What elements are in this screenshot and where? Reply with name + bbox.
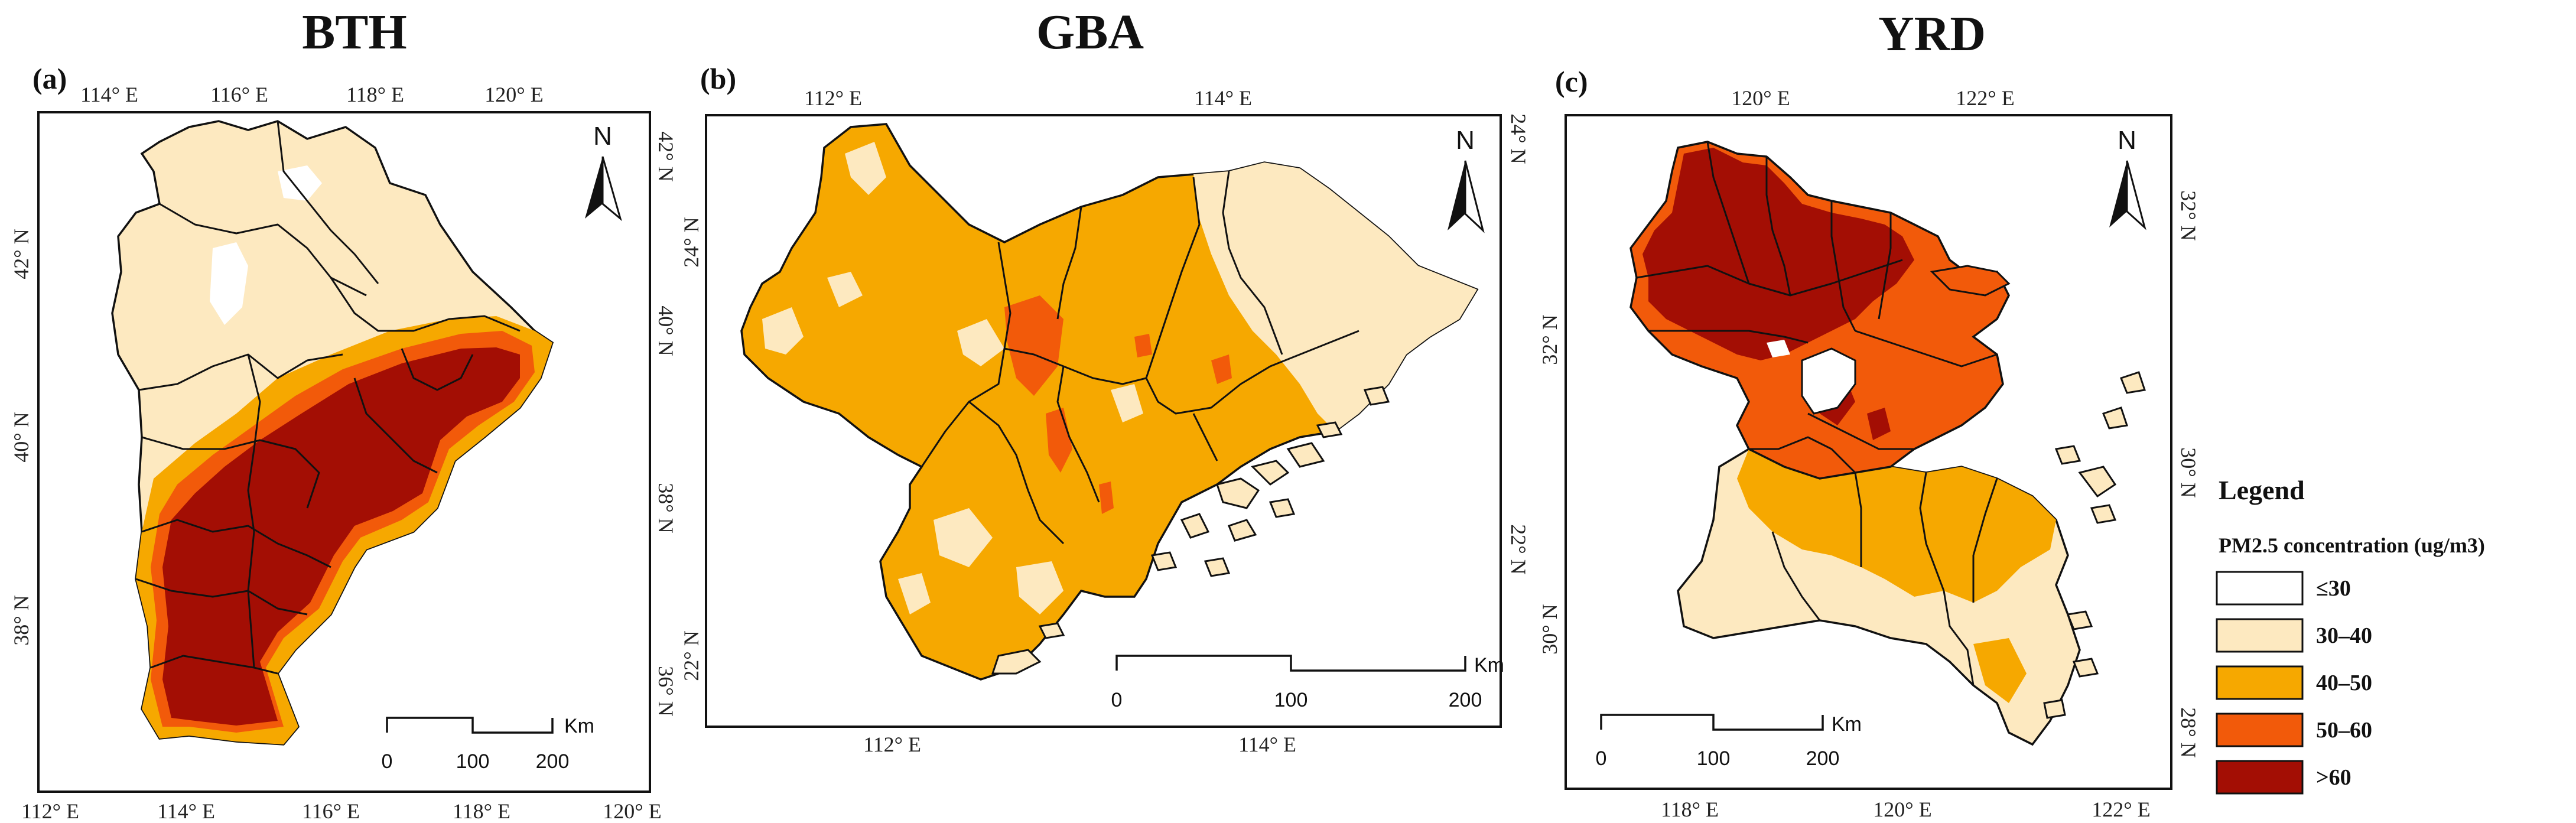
legend-label: 50–60 — [2316, 718, 2372, 743]
north-label: N — [2118, 126, 2136, 155]
legend-item: 30–40 — [2216, 618, 2372, 653]
legend-item: ≤30 — [2216, 571, 2351, 606]
gba-region-30-40 — [762, 142, 1477, 614]
legend-swatch — [2216, 713, 2304, 747]
gba-title: GBA — [1036, 5, 1144, 60]
north-label: N — [1456, 126, 1475, 155]
legend-label: 30–40 — [2316, 623, 2372, 648]
yrd-region-le30 — [1801, 347, 1856, 415]
panel-yrd: YRD (c) 120° E 122° E 118° E 120° E 122°… — [1538, 6, 2200, 821]
north-label: N — [593, 122, 612, 151]
gba-left-tick: 24° N — [679, 217, 703, 267]
gba-bottom-tick: 112° E — [863, 733, 921, 756]
bth-region-le30 — [210, 242, 248, 325]
legend-subtitle: PM2.5 concentration (ug/m3) — [2219, 534, 2485, 557]
scale-tick: 100 — [1697, 747, 1731, 770]
yrd-right-tick: 30° N — [2177, 447, 2200, 497]
yrd-region-le30 — [1767, 340, 1790, 357]
gba-panel-label: (b) — [700, 62, 736, 95]
gba-left-tick: 22° N — [679, 630, 703, 681]
yrd-islands — [1930, 265, 2146, 719]
yrd-left-tick: 30° N — [1538, 604, 1562, 654]
yrd-bottom-tick: 120° E — [1873, 798, 1931, 821]
scale-unit: Km — [564, 715, 594, 737]
scale-unit: Km — [1832, 713, 1862, 736]
bth-bottom-tick: 116° E — [302, 799, 360, 823]
scale-tick: 0 — [1111, 689, 1123, 711]
bth-right-tick: 40° N — [654, 305, 678, 356]
bth-title: BTH — [302, 5, 406, 60]
bth-bottom-tick: 112° E — [21, 799, 79, 823]
bth-right-tick: 36° N — [654, 666, 678, 716]
legend-swatch — [2216, 571, 2304, 606]
scale-unit: Km — [1474, 654, 1504, 676]
gba-top-tick: 112° E — [804, 86, 862, 110]
scale-tick: 200 — [1806, 747, 1840, 770]
yrd-bottom-tick: 122° E — [2092, 798, 2150, 821]
bth-scale-bar: Km 0 100 200 — [382, 715, 594, 773]
bth-left-tick: 38° N — [9, 595, 33, 645]
yrd-left-tick: 32° N — [1538, 314, 1562, 365]
yrd-region-gt60 — [1867, 408, 1891, 440]
scale-tick: 200 — [536, 750, 570, 773]
yrd-title: YRD — [1878, 6, 1986, 61]
legend-item: 50–60 — [2216, 713, 2372, 747]
legend-label: >60 — [2316, 765, 2351, 790]
yrd-top-tick: 122° E — [1956, 86, 2014, 110]
bth-boundaries — [135, 121, 521, 675]
scale-tick: 100 — [1274, 689, 1308, 711]
yrd-right-tick: 28° N — [2177, 707, 2200, 757]
gba-north-arrow: N — [1448, 126, 1485, 233]
yrd-region-40-50 — [1973, 638, 2027, 703]
legend-label: ≤30 — [2316, 576, 2351, 601]
legend-swatch — [2216, 665, 2304, 700]
bth-bottom-tick: 118° E — [453, 799, 510, 823]
scale-tick: 100 — [456, 750, 490, 773]
legend-item: 40–50 — [2216, 665, 2372, 700]
bth-left-tick: 42° N — [9, 229, 33, 279]
bth-left-tick: 40° N — [9, 412, 33, 462]
bth-panel-label: (a) — [32, 62, 67, 95]
scale-tick: 0 — [382, 750, 393, 773]
yrd-right-tick: 32° N — [2177, 190, 2200, 240]
gba-right-tick: 22° N — [1507, 524, 1530, 574]
legend-item: >60 — [2216, 760, 2351, 795]
bth-bottom-tick: 120° E — [603, 799, 661, 823]
bth-north-arrow: N — [585, 122, 622, 222]
yrd-panel-label: (c) — [1555, 65, 1588, 98]
gba-top-tick: 114° E — [1194, 86, 1252, 110]
bth-top-tick: 118° E — [346, 83, 404, 106]
bth-top-tick: 114° E — [80, 83, 138, 106]
scale-tick: 200 — [1449, 689, 1482, 711]
yrd-region-40-50 — [1737, 449, 2056, 603]
bth-top-tick: 116° E — [210, 83, 268, 106]
yrd-north-arrow: N — [2109, 126, 2146, 230]
panel-gba: GBA (b) 112° E 114° E 112° E 114° E 24° … — [679, 5, 1530, 756]
legend: Legend PM2.5 concentration (ug/m3) ≤30 3… — [2216, 475, 2485, 795]
legend-swatch — [2216, 760, 2304, 795]
bth-bottom-tick: 114° E — [157, 799, 215, 823]
gba-boundaries — [921, 171, 1359, 545]
yrd-scale-bar: Km 0 100 200 — [1596, 713, 1862, 770]
gba-right-tick: 24° N — [1507, 113, 1530, 164]
bth-top-tick: 120° E — [484, 83, 543, 106]
gba-bottom-tick: 114° E — [1238, 733, 1296, 756]
yrd-bottom-tick: 118° E — [1661, 798, 1719, 821]
panel-bth: BTH (a) 114° E 116° E 118° E 120° E 112°… — [9, 5, 678, 823]
yrd-region-gt60 — [1642, 148, 1914, 360]
bth-region-le30 — [278, 165, 322, 201]
yrd-boundaries — [1636, 141, 1998, 686]
bth-right-tick: 42° N — [654, 131, 678, 181]
gba-scale-bar: Km 0 100 200 — [1111, 654, 1504, 711]
bth-right-tick: 38° N — [654, 483, 678, 533]
gba-islands — [991, 386, 1390, 675]
yrd-top-tick: 120° E — [1731, 86, 1790, 110]
legend-label: 40–50 — [2316, 671, 2372, 695]
legend-title: Legend — [2219, 475, 2305, 505]
scale-tick: 0 — [1596, 747, 1607, 770]
legend-swatch — [2216, 618, 2304, 653]
